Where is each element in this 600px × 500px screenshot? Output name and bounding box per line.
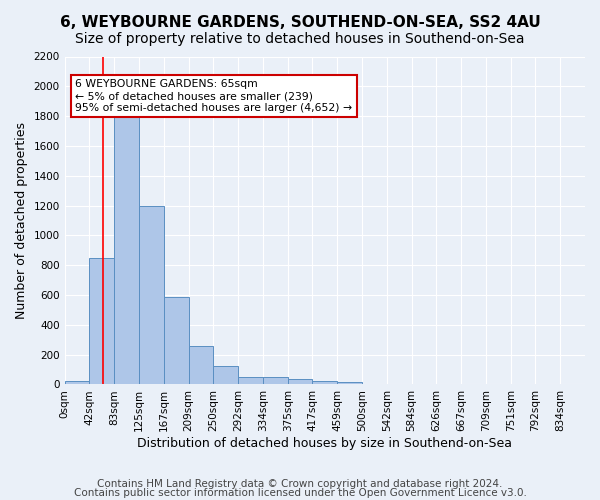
Bar [263,377,287,384]
Bar [65,380,89,384]
Bar [214,366,238,384]
Y-axis label: Number of detached properties: Number of detached properties [15,122,28,319]
Text: Contains HM Land Registry data © Crown copyright and database right 2024.: Contains HM Land Registry data © Crown c… [97,479,503,489]
Bar [313,380,337,384]
Text: Contains public sector information licensed under the Open Government Licence v3: Contains public sector information licen… [74,488,526,498]
Bar [337,382,362,384]
Text: 6, WEYBOURNE GARDENS, SOUTHEND-ON-SEA, SS2 4AU: 6, WEYBOURNE GARDENS, SOUTHEND-ON-SEA, S… [59,15,541,30]
Bar [114,116,139,384]
Bar [164,296,188,384]
Text: Size of property relative to detached houses in Southend-on-Sea: Size of property relative to detached ho… [75,32,525,46]
Bar [287,379,313,384]
Bar [238,377,263,384]
Bar [139,206,164,384]
Bar [89,258,114,384]
Bar [188,346,214,385]
Text: 6 WEYBOURNE GARDENS: 65sqm
← 5% of detached houses are smaller (239)
95% of semi: 6 WEYBOURNE GARDENS: 65sqm ← 5% of detac… [75,80,352,112]
X-axis label: Distribution of detached houses by size in Southend-on-Sea: Distribution of detached houses by size … [137,437,512,450]
